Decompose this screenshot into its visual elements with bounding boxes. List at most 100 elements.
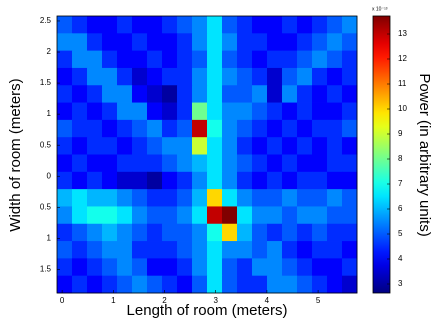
heatmap-cell [57, 189, 73, 207]
heatmap-cell [282, 119, 298, 138]
heatmap-cell [252, 119, 268, 138]
heatmap-cell [147, 275, 163, 294]
heatmap-cell [192, 189, 208, 207]
heatmap-cell [102, 206, 118, 225]
heatmap-cell [327, 189, 343, 207]
heatmap-cell [252, 275, 268, 294]
colorbar-tick-label: 7 [398, 179, 403, 188]
heatmap-cell [282, 16, 298, 34]
heatmap-cell [282, 102, 298, 121]
heatmap-cell [72, 50, 88, 69]
heatmap-cell [267, 258, 283, 277]
heatmap-cell [267, 206, 283, 225]
heatmap-cell [177, 119, 193, 138]
heatmap-cell [72, 154, 88, 173]
heatmap-cell [87, 119, 103, 138]
heatmap-cell [282, 223, 298, 242]
heatmap-cell [297, 102, 313, 121]
heatmap-cell [57, 33, 73, 52]
heatmap-cell [297, 137, 313, 155]
heatmap-cell [312, 16, 328, 34]
heatmap-cell [252, 67, 268, 86]
heatmap-cell [192, 241, 208, 259]
heatmap-cell [297, 85, 313, 103]
heatmap-cell [222, 154, 238, 173]
colorbar-tick-label: 6 [398, 204, 403, 213]
heatmap-cell [297, 154, 313, 173]
heatmap-cell [87, 33, 103, 52]
heatmap-cell [222, 171, 238, 190]
heatmap-cell [57, 137, 73, 155]
heatmap-cell [327, 275, 343, 294]
heatmap-cell [117, 67, 133, 86]
heatmap-cell [72, 137, 88, 155]
heatmap-cell [117, 189, 133, 207]
heatmap-cell [87, 258, 103, 277]
x-tick-label: 1 [111, 296, 116, 305]
heatmap-cell [132, 33, 148, 52]
heatmap-cell [297, 275, 313, 294]
heatmap-cell [252, 154, 268, 173]
heatmap-cell [312, 189, 328, 207]
heatmap-cell [297, 189, 313, 207]
heatmap-cell [282, 206, 298, 225]
heatmap-cell [282, 67, 298, 86]
heatmap-cell [102, 137, 118, 155]
heatmap-cell [267, 223, 283, 242]
heatmap-cell [222, 102, 238, 121]
heatmap-cell [87, 102, 103, 121]
heatmap-cell [327, 206, 343, 225]
heatmap-cell [102, 275, 118, 294]
heatmap-cell [327, 16, 343, 34]
heatmap-cell [132, 137, 148, 155]
heatmap-cell [132, 171, 148, 190]
heatmap-cell [177, 102, 193, 121]
heatmap-cell [252, 33, 268, 52]
heatmap-cell [207, 258, 223, 277]
heatmap-cell [102, 119, 118, 138]
heatmap-cell [282, 85, 298, 103]
heatmap-cell [252, 102, 268, 121]
heatmap-cell [342, 119, 358, 138]
heatmap-cell [147, 119, 163, 138]
heatmap-cell [207, 16, 223, 34]
heatmap-cell [312, 206, 328, 225]
colorbar-tick-label: 4 [398, 254, 403, 263]
heatmap-cell [147, 102, 163, 121]
heatmap-cell [162, 189, 178, 207]
heatmap-cell [102, 171, 118, 190]
heatmap-cell [147, 189, 163, 207]
heatmap-cell [177, 154, 193, 173]
heatmap-cell [192, 154, 208, 173]
heatmap-cell [282, 275, 298, 294]
heatmap-cell [132, 102, 148, 121]
heatmap-cell [252, 206, 268, 225]
heatmap-cell [132, 50, 148, 69]
heatmap-cell [237, 137, 253, 155]
heatmap-cell [192, 102, 208, 121]
heatmap-cell [342, 241, 358, 259]
colorbar-tick-label: 13 [398, 29, 407, 38]
heatmap-cell [222, 275, 238, 294]
heatmap-cell [327, 223, 343, 242]
y-tick-label: 1.5 [40, 78, 52, 87]
heatmap-cell [327, 33, 343, 52]
heatmap-cell [312, 258, 328, 277]
heatmap-cell [132, 275, 148, 294]
heatmap-cell [147, 258, 163, 277]
heatmap-cell [267, 50, 283, 69]
heatmap-cell [132, 67, 148, 86]
heatmap-cell [342, 85, 358, 103]
heatmap-cell [57, 258, 73, 277]
heatmap-cell [132, 16, 148, 34]
heatmap-cell [207, 67, 223, 86]
heatmap-cell [207, 275, 223, 294]
heatmap-cell [282, 171, 298, 190]
heatmap-cell [192, 171, 208, 190]
heatmap-cell [237, 67, 253, 86]
heatmap-cell [117, 171, 133, 190]
y-tick-label: 1 [47, 109, 52, 118]
heatmap-cell [177, 16, 193, 34]
heatmap-cell [222, 119, 238, 138]
heatmap-cell [72, 102, 88, 121]
